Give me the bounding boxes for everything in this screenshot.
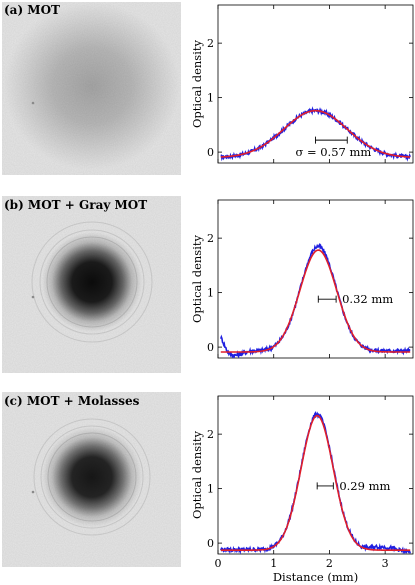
width-annotation: 0.32 mm: [342, 292, 393, 306]
x-tick-label: 0: [215, 557, 222, 570]
panel-c: (c) MOT + Molasses 0 1 2 0 1 2 3 Optical densit…: [2, 392, 414, 584]
panel-label-b: (b) MOT + Gray MOT: [4, 198, 147, 212]
panel-label-c: (c) MOT + Molasses: [4, 394, 140, 408]
atom-cloud-b: [42, 232, 142, 332]
width-annotation: 0.29 mm: [339, 479, 390, 493]
y-tick-label: 1: [207, 287, 214, 300]
panel-label-a: (a) MOT: [4, 3, 60, 17]
y-tick-label: 1: [207, 483, 214, 496]
diffraction-ring: [40, 425, 144, 529]
profile-plot-c: 0 1 2 0 1 2 3 Optical density Distance (mm) 0.29 …: [190, 395, 414, 584]
axes-frame: [217, 395, 414, 555]
y-tick-label: 0: [207, 146, 214, 159]
x-tick-label: 3: [382, 557, 389, 570]
plot-area: [220, 410, 411, 554]
diffraction-ring: [31, 221, 153, 343]
fit-series-line: [220, 414, 411, 551]
atom-cloud-a: [4, 2, 180, 170]
y-axis-label: Optical density: [190, 431, 204, 519]
y-tick-label: 0: [207, 341, 214, 354]
atom-cloud-c: [42, 427, 142, 527]
plot-area: [220, 242, 411, 358]
y-tick-label: 2: [207, 232, 214, 245]
y-tick-label: 0: [207, 537, 214, 550]
dust-speck: [31, 101, 35, 105]
y-axis-label: Optical density: [190, 235, 204, 323]
dust-speck: [31, 490, 35, 494]
x-tick-label: 1: [270, 557, 277, 570]
fit-series-line: [220, 249, 411, 353]
absorption-image-a: [2, 2, 181, 175]
dust-speck: [31, 295, 35, 299]
width-annotation: σ = 0.57 mm: [295, 145, 371, 159]
x-tick-label: 2: [326, 557, 333, 570]
y-tick-label: 1: [207, 92, 214, 105]
absorption-image-b: [2, 196, 181, 373]
diffraction-ring: [33, 418, 151, 536]
y-tick-label: 2: [207, 428, 214, 441]
absorption-image-c: [2, 392, 181, 567]
axes-frame: [217, 199, 414, 359]
x-axis-label: Distance (mm): [273, 570, 358, 584]
data-series-line: [220, 106, 411, 162]
diffraction-ring: [39, 229, 145, 335]
fit-series-line: [220, 109, 411, 158]
y-axis-label: Optical density: [190, 40, 204, 128]
axes-frame: [217, 4, 414, 164]
plot-area: [220, 106, 411, 162]
y-tick-label: 2: [207, 37, 214, 50]
